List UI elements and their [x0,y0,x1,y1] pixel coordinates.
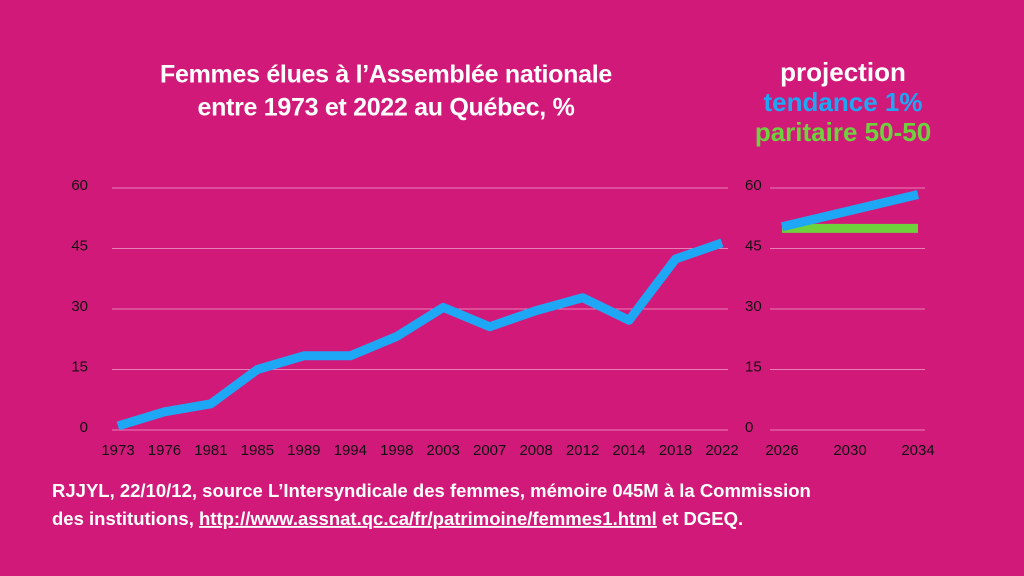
x-tick-label: 1994 [334,442,367,459]
y-tick-label: 30 [745,298,762,315]
footer-text: des institutions, http://www.assnat.qc.c… [52,508,743,529]
legend-entry: tendance 1% [764,87,923,117]
y-tick-label: 15 [71,358,88,375]
y-tick-label: 15 [745,358,762,375]
x-tick-label: 1976 [148,442,181,459]
chart-title: entre 1973 et 2022 au Québec, % [197,94,574,122]
footer-text: des institutions, [52,508,199,529]
x-tick-label: 2030 [833,442,866,459]
footer-link[interactable]: http://www.assnat.qc.ca/fr/patrimoine/fe… [199,508,657,529]
x-tick-label: 2012 [566,442,599,459]
y-tick-label: 0 [745,419,753,436]
x-tick-label: 2003 [427,442,460,459]
x-tick-label: 1989 [287,442,320,459]
footer-text: RJJYL, 22/10/12, source L’Intersyndicale… [52,480,811,501]
y-tick-label: 0 [80,419,88,436]
y-tick-label: 30 [71,298,88,315]
data-line [780,190,920,232]
x-tick-label: 2008 [519,442,552,459]
y-tick-label: 60 [745,177,762,194]
x-tick-label: 2014 [612,442,645,459]
x-tick-label: 1973 [101,442,134,459]
y-tick-label: 60 [71,177,88,194]
data-line [116,238,724,431]
x-tick-label: 1981 [194,442,227,459]
x-tick-label: 2034 [901,442,934,459]
x-tick-label: 2022 [705,442,738,459]
x-tick-label: 2018 [659,442,692,459]
legend-title: projection [780,57,906,87]
y-tick-label: 45 [71,237,88,254]
chart-title: Femmes élues à l’Assemblée nationale [160,61,612,89]
footer-text: et DGEQ. [657,508,743,529]
y-tick-label: 45 [745,237,762,254]
legend-entry: paritaire 50-50 [755,117,931,147]
x-tick-label: 2007 [473,442,506,459]
x-tick-label: 1985 [241,442,274,459]
x-tick-label: 2026 [765,442,798,459]
x-tick-label: 1998 [380,442,413,459]
